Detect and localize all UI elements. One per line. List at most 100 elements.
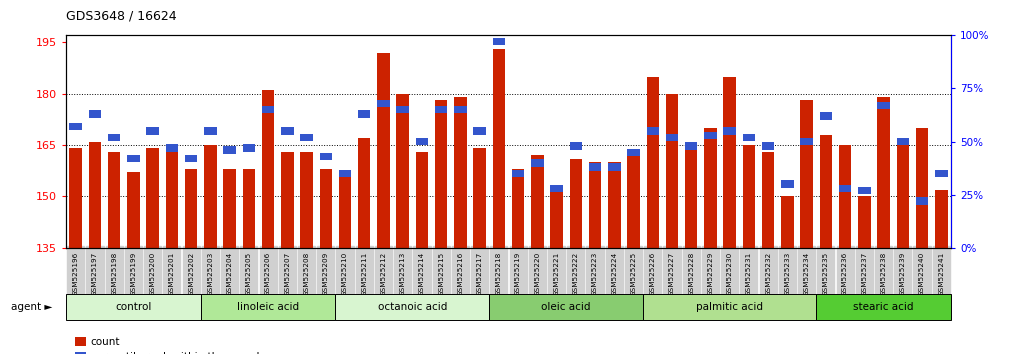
Text: oleic acid: oleic acid — [541, 302, 591, 312]
Bar — [261, 106, 275, 113]
Bar — [704, 128, 717, 248]
Text: control: control — [115, 302, 152, 312]
Bar — [666, 94, 678, 248]
Bar — [455, 106, 467, 113]
Bar — [127, 172, 139, 248]
Bar — [108, 152, 120, 248]
Bar — [319, 153, 332, 160]
Bar — [416, 152, 428, 248]
Bar — [685, 142, 698, 149]
Bar — [435, 106, 447, 113]
Bar — [166, 144, 178, 152]
Bar — [185, 155, 197, 162]
Bar — [146, 127, 159, 135]
Bar — [397, 94, 409, 248]
Bar — [858, 196, 871, 248]
Bar — [800, 138, 813, 145]
Bar — [339, 172, 351, 248]
Bar — [66, 294, 200, 320]
Bar — [704, 131, 717, 139]
Bar — [685, 145, 698, 248]
Bar — [608, 163, 620, 171]
Bar — [281, 152, 294, 248]
Bar — [742, 133, 756, 141]
Bar — [897, 145, 909, 248]
Bar — [336, 294, 489, 320]
Bar — [88, 142, 102, 248]
Text: palmitic acid: palmitic acid — [697, 302, 763, 312]
Bar — [185, 169, 197, 248]
Bar — [915, 198, 929, 205]
Bar — [473, 148, 486, 248]
Bar — [817, 294, 951, 320]
Bar — [762, 142, 774, 149]
Bar — [647, 76, 659, 248]
Bar — [839, 185, 851, 192]
Bar — [627, 148, 640, 156]
Bar — [339, 170, 351, 177]
Bar — [762, 152, 774, 248]
Bar — [243, 144, 255, 152]
Bar — [627, 155, 640, 248]
Bar — [781, 196, 793, 248]
Bar — [200, 294, 336, 320]
Bar — [300, 152, 313, 248]
Bar — [435, 101, 447, 248]
Bar — [88, 110, 102, 118]
Bar — [281, 127, 294, 135]
Bar — [473, 127, 486, 135]
Bar — [550, 185, 562, 192]
Bar — [224, 169, 236, 248]
Bar — [858, 187, 871, 194]
Bar — [397, 106, 409, 113]
Bar — [589, 162, 601, 248]
Bar — [358, 138, 370, 248]
Bar — [800, 101, 813, 248]
Text: GDS3648 / 16624: GDS3648 / 16624 — [66, 10, 177, 23]
Text: agent ►: agent ► — [11, 302, 53, 312]
Bar — [897, 138, 909, 145]
Text: octanoic acid: octanoic acid — [377, 302, 447, 312]
Bar — [127, 155, 139, 162]
Bar — [300, 133, 313, 141]
Bar — [224, 147, 236, 154]
Bar — [935, 189, 948, 248]
Bar — [723, 76, 736, 248]
Bar — [166, 152, 178, 248]
Bar — [570, 159, 582, 248]
Bar — [878, 97, 890, 248]
Bar — [416, 138, 428, 145]
Bar — [492, 38, 505, 45]
Bar — [531, 159, 544, 166]
Bar — [377, 100, 390, 107]
Bar — [492, 49, 505, 248]
Text: stearic acid: stearic acid — [853, 302, 914, 312]
Bar — [781, 180, 793, 188]
Bar — [878, 102, 890, 109]
Bar — [647, 127, 659, 135]
Bar — [666, 133, 678, 141]
Legend: count, percentile rank within the sample: count, percentile rank within the sample — [71, 333, 271, 354]
Bar — [69, 148, 82, 248]
Bar — [512, 170, 525, 177]
Bar — [204, 127, 217, 135]
Bar — [204, 145, 217, 248]
Text: linoleic acid: linoleic acid — [237, 302, 299, 312]
Bar — [550, 186, 562, 248]
Bar — [69, 123, 82, 130]
Bar — [608, 162, 620, 248]
Bar — [489, 294, 643, 320]
Bar — [108, 133, 120, 141]
Bar — [358, 110, 370, 118]
Bar — [723, 127, 736, 135]
Bar — [742, 145, 756, 248]
Bar — [820, 112, 832, 120]
Bar — [319, 169, 332, 248]
Bar — [643, 294, 817, 320]
Bar — [531, 155, 544, 248]
Bar — [570, 142, 582, 149]
Bar — [915, 128, 929, 248]
Bar — [377, 52, 390, 248]
Bar — [243, 169, 255, 248]
Bar — [839, 145, 851, 248]
